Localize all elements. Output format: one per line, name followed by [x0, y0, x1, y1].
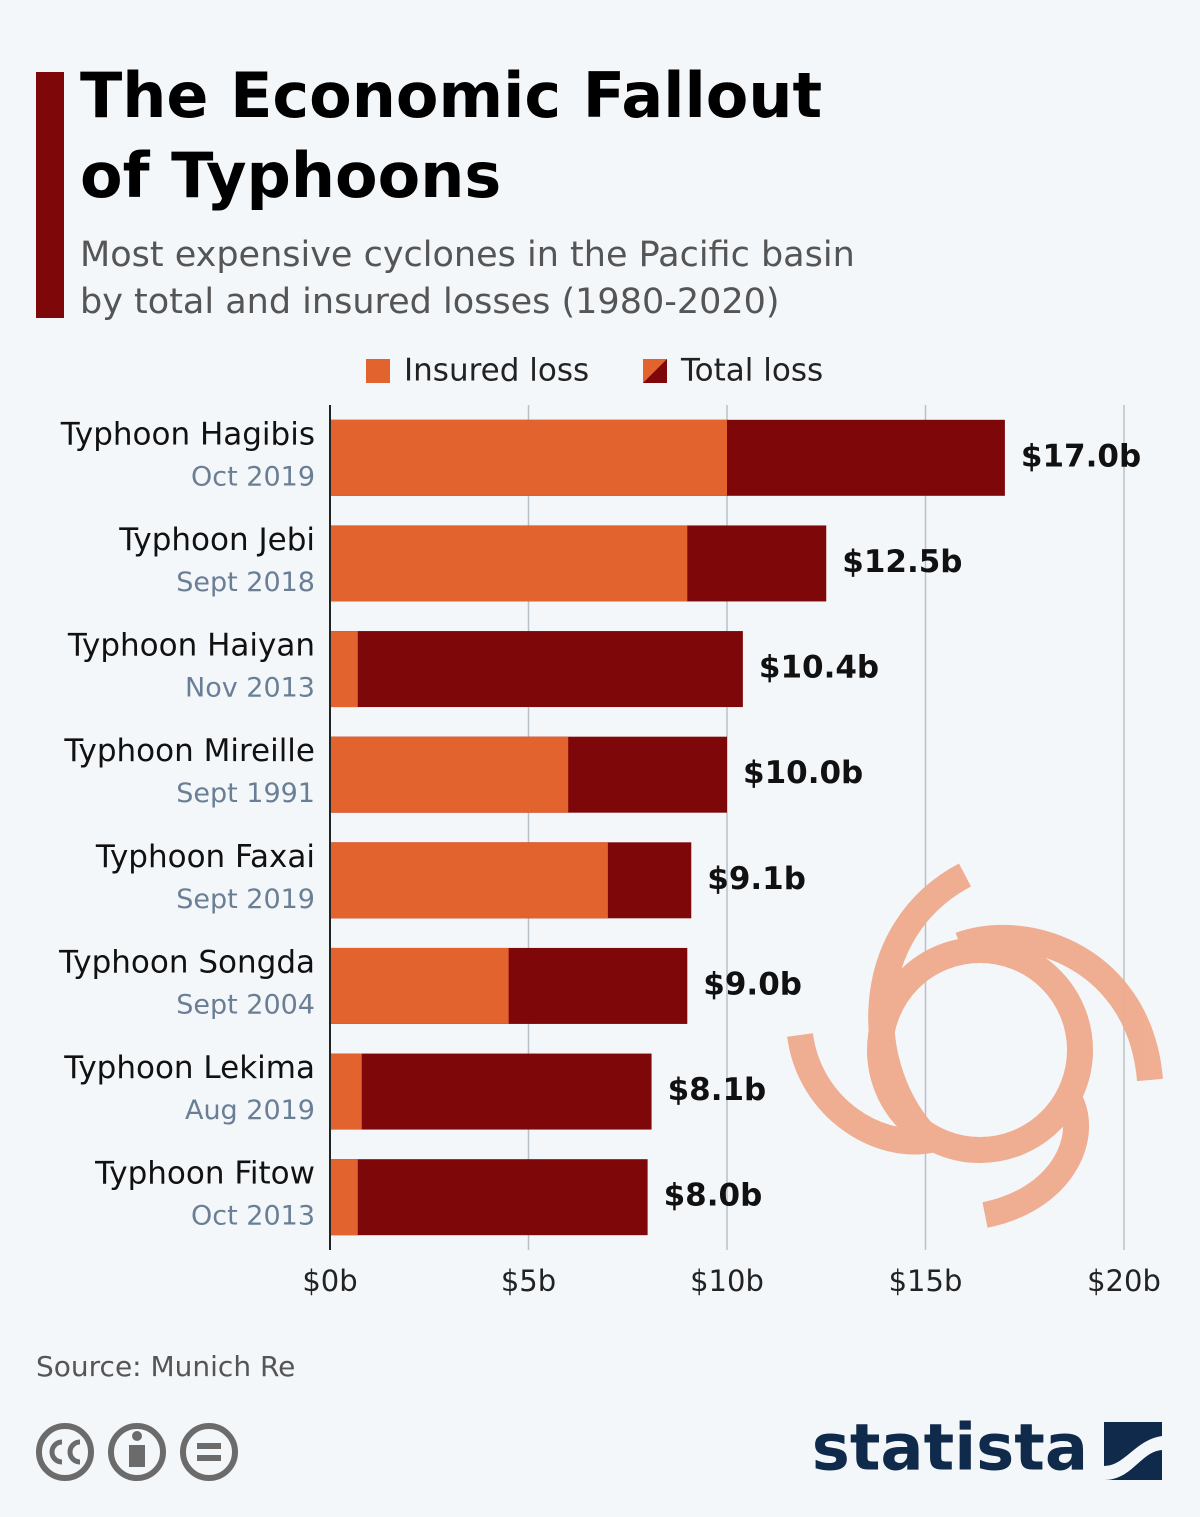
- value-label: $10.4b: [759, 650, 879, 686]
- category-label: Typhoon Hagibis: [60, 416, 315, 452]
- category-date: Oct 2013: [191, 1201, 315, 1232]
- legend-label: Total loss: [680, 353, 823, 389]
- bar: [330, 419, 727, 496]
- brand-logo: [1104, 1422, 1162, 1480]
- category-date: Aug 2019: [185, 1095, 315, 1126]
- bar: [330, 1053, 652, 1130]
- bar: [330, 736, 569, 813]
- chart-subtitle: Most expensive cyclones in the Pacific b…: [80, 235, 855, 322]
- category-label: Typhoon Fitow: [94, 1156, 315, 1192]
- category-label: Typhoon Jebi: [118, 522, 315, 558]
- value-label: $17.0b: [1021, 438, 1141, 474]
- legend-swatch-half: [643, 359, 667, 383]
- category-date: Nov 2013: [185, 673, 315, 704]
- value-label: $9.1b: [707, 861, 806, 897]
- bar: [330, 947, 509, 1024]
- bar: [330, 631, 743, 708]
- category-label: Typhoon Faxai: [95, 839, 315, 875]
- x-tick-label: $20b: [1087, 1264, 1161, 1298]
- legend-label: Insured loss: [404, 353, 589, 389]
- x-tick-label: $0b: [302, 1264, 357, 1298]
- x-tick-label: $5b: [501, 1264, 556, 1298]
- source: Source: Munich Re: [36, 1350, 295, 1383]
- value-label: $12.5b: [842, 544, 962, 580]
- category-date: Oct 2019: [191, 461, 315, 492]
- bar: [330, 842, 608, 919]
- category-date: Sept 2004: [176, 989, 315, 1020]
- legend-swatch: [366, 359, 390, 383]
- bar: [330, 1053, 362, 1130]
- typhoon-icon: [787, 863, 1163, 1228]
- x-tick-label: $15b: [889, 1264, 963, 1298]
- value-label: $10.0b: [743, 755, 863, 791]
- value-label: $9.0b: [703, 966, 802, 1002]
- chart-title: The Economic Fallout of Typhoons: [80, 59, 822, 212]
- category-label: Typhoon Lekima: [63, 1050, 315, 1086]
- category-label: Typhoon Haiyan: [67, 628, 315, 664]
- category-label: Typhoon Mireille: [63, 733, 315, 769]
- bar: [330, 631, 358, 708]
- title-accent: [36, 72, 64, 318]
- x-tick-label: $10b: [690, 1264, 764, 1298]
- value-label: $8.1b: [668, 1072, 767, 1108]
- category-date: Sept 2019: [176, 884, 315, 915]
- bar: [330, 1159, 358, 1236]
- category-label: Typhoon Songda: [58, 944, 315, 980]
- category-date: Sept 1991: [176, 778, 315, 809]
- category-date: Sept 2018: [176, 567, 315, 598]
- license-icons: [36, 1423, 238, 1481]
- bar: [330, 525, 688, 602]
- bar: [330, 1159, 648, 1236]
- value-label: $8.0b: [664, 1178, 763, 1214]
- plot: $0b $5b $10b $15b $20b Typhoon Hagibis Oct 201…: [58, 405, 1161, 1298]
- brand: statista: [812, 1412, 1088, 1486]
